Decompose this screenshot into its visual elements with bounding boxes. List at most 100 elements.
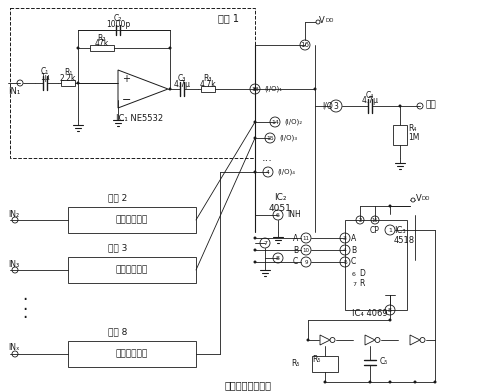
Text: I/O: I/O [322,102,333,111]
Circle shape [398,105,402,107]
Text: C₅: C₅ [380,358,388,367]
Text: ·: · [22,309,28,327]
Bar [68,207,196,233]
Text: 4051: 4051 [268,203,291,212]
Text: −: − [122,95,132,105]
Bar [10,8,255,158]
Text: （电路同上）: （电路同上） [116,350,148,359]
Circle shape [76,82,80,85]
Bar [90,45,114,51]
Polygon shape [365,335,375,345]
Bar [393,125,407,145]
Text: ...: ... [262,153,273,163]
Text: ·: · [22,291,28,309]
Text: C: C [293,258,298,267]
Text: 1: 1 [388,227,392,232]
Circle shape [388,381,392,383]
Text: B: B [293,245,298,254]
Circle shape [324,381,326,383]
Text: 4.7μ: 4.7μ [362,96,378,105]
Text: 通道 1: 通道 1 [218,13,239,23]
Text: C₂: C₂ [114,13,122,22]
Circle shape [388,205,392,207]
Polygon shape [320,335,330,345]
Text: 4: 4 [266,169,270,174]
Text: （电路同上）: （电路同上） [116,216,148,225]
Text: 3: 3 [343,236,347,241]
Text: CP: CP [370,225,380,234]
Text: DD: DD [325,18,334,23]
Text: 6: 6 [352,272,356,276]
Text: 5: 5 [343,260,347,265]
Bar [61,80,75,86]
Text: 13: 13 [251,87,259,91]
Text: DD: DD [422,196,430,201]
Text: IN₁: IN₁ [8,87,20,96]
Text: V: V [416,194,422,203]
Text: 8: 8 [388,307,392,312]
Bar [201,86,215,92]
Text: 16: 16 [372,218,378,223]
Text: +: + [122,74,130,84]
Text: R₅: R₅ [312,356,320,365]
Text: C₃: C₃ [178,74,186,82]
Polygon shape [118,70,168,108]
Text: A: A [351,234,356,243]
Text: IN₂: IN₂ [8,210,19,219]
Text: 11: 11 [302,236,310,241]
Text: 7: 7 [352,281,356,287]
Text: 多路开关式混音器: 多路开关式混音器 [224,380,272,390]
Polygon shape [410,335,420,345]
Circle shape [254,136,256,140]
Text: 通道 3: 通道 3 [108,243,128,252]
Text: 1M: 1M [408,132,420,142]
Text: 4.7μ: 4.7μ [174,80,190,89]
Text: 47k: 47k [95,38,109,47]
Text: R₅: R₅ [292,359,300,368]
Circle shape [254,236,256,240]
Text: （电路同上）: （电路同上） [116,265,148,274]
Circle shape [254,87,256,91]
Text: 4518: 4518 [394,236,415,245]
Circle shape [316,20,320,24]
Text: INₓ: INₓ [8,343,20,352]
Text: 7: 7 [263,241,267,245]
Circle shape [388,318,392,321]
Text: 3: 3 [334,102,338,111]
Circle shape [411,198,415,202]
Text: (I/O)₂: (I/O)₂ [284,119,302,125]
Text: 4.7k: 4.7k [200,80,216,89]
Circle shape [414,381,416,383]
Text: C₁: C₁ [41,67,49,76]
Text: 14: 14 [271,120,279,125]
Text: 1μ: 1μ [40,73,50,82]
Text: IC₁ NE5532: IC₁ NE5532 [116,114,164,123]
Text: IN₃: IN₃ [8,260,19,269]
Circle shape [168,47,172,49]
Circle shape [254,249,256,252]
Circle shape [76,47,80,49]
Bar [345,220,407,310]
Text: (I/O)₃: (I/O)₃ [279,135,297,141]
Text: 通道 8: 通道 8 [108,327,128,336]
Circle shape [368,381,372,383]
Text: (I/O)₄: (I/O)₄ [277,169,295,175]
Text: IC₂: IC₂ [274,192,286,201]
Text: 16: 16 [300,42,310,48]
Circle shape [168,87,172,91]
Circle shape [314,87,316,91]
Text: 10: 10 [302,247,310,252]
Text: 2.2k: 2.2k [60,74,76,82]
Bar [68,341,196,367]
Text: C₄: C₄ [366,91,374,100]
Bar [68,257,196,283]
Circle shape [254,171,256,174]
Bar [312,356,338,372]
Text: 8: 8 [276,256,280,261]
Text: 15: 15 [266,136,274,140]
Text: 9: 9 [304,260,308,265]
Text: INH: INH [287,209,301,218]
Circle shape [434,381,436,383]
Text: R₄: R₄ [408,123,416,132]
Text: IC₄ 4069: IC₄ 4069 [352,310,388,318]
